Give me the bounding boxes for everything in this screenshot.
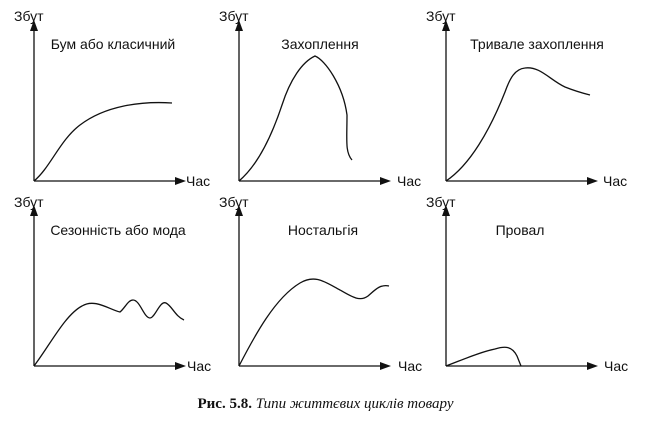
fad-curve [238, 55, 353, 182]
x-axis-label: Час [603, 173, 627, 189]
y-axis-arrow-icon [30, 205, 38, 216]
y-axis-arrow-icon [442, 20, 450, 31]
figure-number: Рис. 5.8. [197, 396, 252, 412]
y-axis-label: Збут [426, 194, 456, 210]
panel-fad: Збут Час Захоплення [219, 8, 421, 189]
x-axis-label: Час [604, 358, 628, 374]
y-axis-arrow-icon [235, 205, 243, 216]
panel-seasonal: Збут Час Сезонність або мода [14, 194, 211, 374]
panel-title: Ностальгія [288, 222, 358, 238]
figure-caption: Рис. 5.8. Типи життєвих циклів товару [0, 396, 651, 413]
x-axis-arrow-icon [175, 177, 186, 185]
x-axis-label: Час [397, 173, 421, 189]
y-axis-label: Збут [14, 8, 44, 24]
panel-title: Тривале захоплення [470, 36, 604, 52]
axes [445, 28, 590, 182]
panel-title: Провал [496, 222, 545, 238]
x-axis-label: Час [187, 358, 211, 374]
panel-title: Захоплення [281, 36, 358, 52]
x-axis-arrow-icon [587, 177, 598, 185]
axes [238, 213, 383, 367]
x-axis-arrow-icon [587, 362, 598, 370]
y-axis-arrow-icon [235, 20, 243, 31]
panel-title: Сезонність або мода [50, 222, 186, 238]
x-axis-label: Час [398, 358, 422, 374]
panel-boom: Збут Час Бум або класичний [14, 8, 210, 189]
axes [33, 28, 178, 182]
nostalgia-curve [238, 278, 390, 367]
extended-fad-curve [445, 67, 591, 182]
x-axis-label: Час [186, 173, 210, 189]
boom-curve [33, 101, 173, 182]
axes [33, 213, 178, 367]
x-axis-arrow-icon [380, 362, 391, 370]
panel-extended-fad: Збут Час Тривале захоплення [426, 8, 627, 189]
y-axis-label: Збут [14, 194, 44, 210]
axes [445, 213, 590, 367]
figure-caption-text: Типи життєвих циклів товару [255, 396, 454, 412]
seasonal-curve [33, 299, 185, 367]
y-axis-label: Збут [219, 8, 249, 24]
panel-nostalgia: Збут Час Ностальгія [219, 194, 422, 374]
panel-flop: Збут Час Провал [426, 194, 628, 374]
y-axis-arrow-icon [442, 205, 450, 216]
y-axis-label: Збут [426, 8, 456, 24]
y-axis-label: Збут [219, 194, 249, 210]
panel-title: Бум або класичний [51, 36, 175, 52]
x-axis-arrow-icon [175, 362, 186, 370]
y-axis-arrow-icon [30, 20, 38, 31]
axes [238, 28, 383, 182]
x-axis-arrow-icon [380, 177, 391, 185]
flop-curve [445, 346, 522, 367]
